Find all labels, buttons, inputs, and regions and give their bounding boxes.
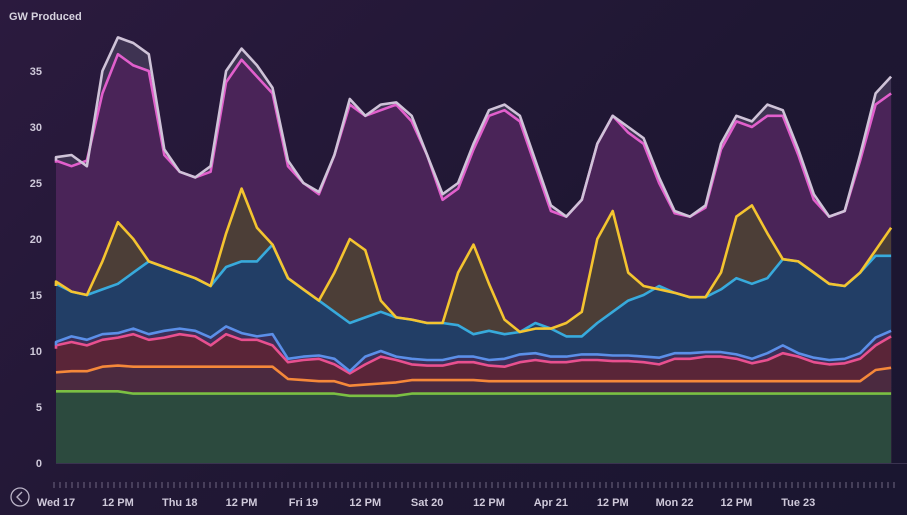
x-tick-label: 12 PM [597,497,629,509]
scroll-left-button[interactable] [10,487,30,507]
y-tick-label: 20 [30,234,42,246]
x-tick-label: 12 PM [102,497,134,509]
y-tick-label: 30 [30,122,42,134]
y-axis-ticks: 0 5 10 15 20 25 30 35 [30,66,42,470]
x-tick-label: Sat 20 [411,497,443,509]
series-line-1 [55,364,892,388]
y-axis-title: GW Produced [9,11,82,23]
y-tick-label: 15 [30,290,42,302]
x-tick-label: Mon 22 [656,497,694,509]
x-tick-label: 12 PM [226,497,258,509]
y-tick-label: 0 [36,458,42,470]
x-tick-label: Thu 18 [162,497,197,509]
area-fill-0 [56,391,892,463]
x-tick-label: Apr 21 [534,497,568,509]
series-lines [54,36,893,398]
x-axis-ticks: Wed 17 12 PM Thu 18 12 PM Fri 19 12 PM Sat 20 1… [37,463,907,509]
series-line-0 [56,389,892,398]
y-tick-label: 25 [30,178,42,190]
y-tick-label: 5 [36,402,42,414]
time-scrollbar[interactable] [53,482,895,488]
x-tick-label: Fri 19 [289,497,318,509]
series-line-3 [54,325,892,373]
x-tick-label: Wed 17 [37,497,75,509]
scroll-left-circle[interactable] [10,487,30,507]
area-fills [56,37,892,464]
y-tick-label: 10 [30,346,42,358]
x-tick-label: 12 PM [473,497,505,509]
chevron-left-icon[interactable] [16,491,23,503]
series-line-5 [54,187,893,334]
x-tick-label: 12 PM [349,497,381,509]
series-line-2 [54,332,892,375]
y-tick-label: 35 [30,66,42,78]
x-tick-label: Tue 23 [781,497,815,509]
series-line-7 [54,36,893,218]
x-tick-label: 12 PM [721,497,753,509]
